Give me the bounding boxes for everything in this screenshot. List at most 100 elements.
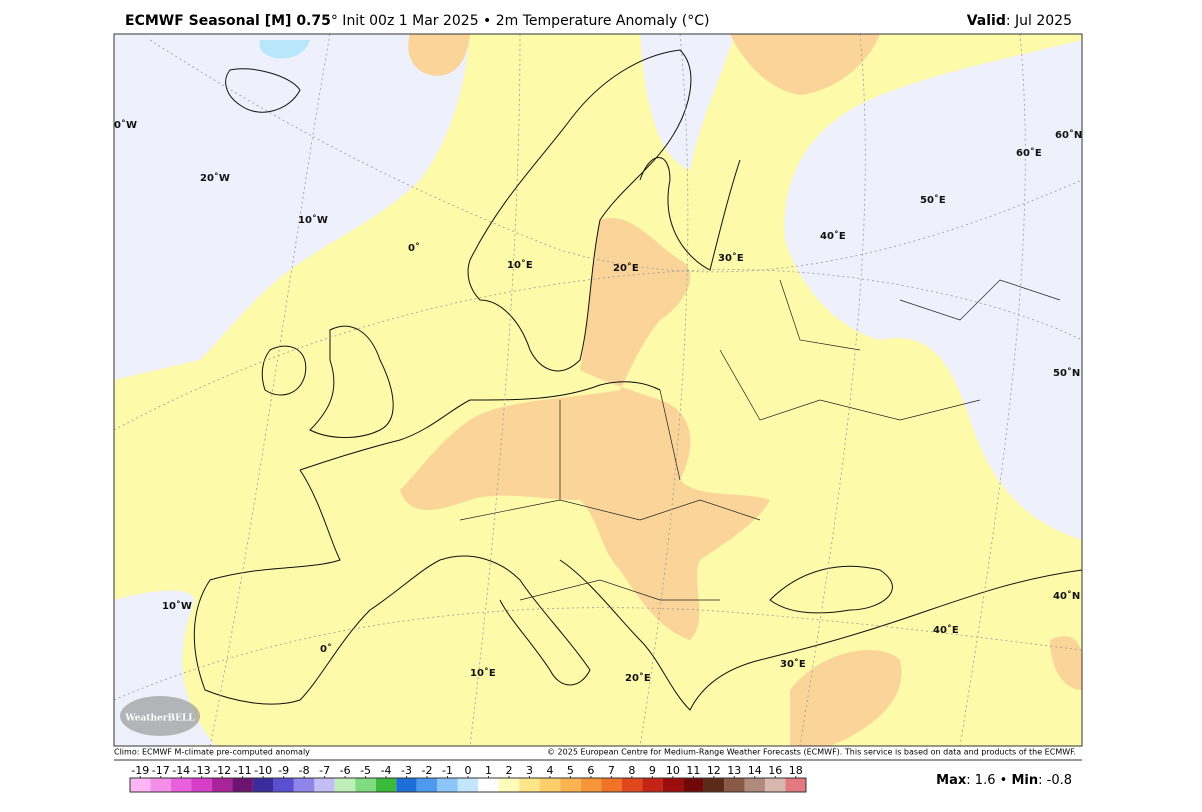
title: ECMWF Seasonal [M] 0.75° Init 00z 1 Mar … xyxy=(125,13,709,29)
colorbar-tick-label: -11 xyxy=(234,764,252,777)
colorbar-tick-label: 0 xyxy=(465,764,472,777)
colorbar-tick-label: -8 xyxy=(299,764,310,777)
copyright: © 2025 European Centre for Medium-Range … xyxy=(547,748,1076,757)
color-swatch xyxy=(232,778,253,792)
color-swatch xyxy=(703,778,725,792)
color-swatch xyxy=(478,778,499,792)
graticule-label: 0˚ xyxy=(408,242,420,254)
colorbar-tick-label: -14 xyxy=(172,764,190,777)
colorbar-tick-label: -13 xyxy=(193,764,211,777)
color-swatch xyxy=(273,778,294,792)
colorbar-tick-label: -7 xyxy=(319,764,330,777)
min-label: Min xyxy=(1011,773,1038,788)
color-swatch xyxy=(601,778,622,792)
colorbar-tick-label: 11 xyxy=(686,764,700,777)
cool-region xyxy=(784,40,1082,540)
logo-mark xyxy=(120,696,200,736)
colorbar-tick-label: -12 xyxy=(213,764,231,777)
valid-value: : Jul 2025 xyxy=(1006,13,1072,29)
map-frame xyxy=(113,33,1083,747)
color-swatch xyxy=(683,778,704,792)
graticule-label: 40˚E xyxy=(820,230,846,242)
colorbar-tick-label: -4 xyxy=(381,764,392,777)
color-swatch xyxy=(437,778,458,792)
coastline xyxy=(309,325,394,438)
graticule-label: 50˚E xyxy=(920,194,946,206)
color-swatch xyxy=(519,778,540,792)
color-swatch xyxy=(130,778,151,792)
colorbar-tick-label: -17 xyxy=(152,764,170,777)
color-swatch xyxy=(621,778,643,792)
graticule-label: 20˚W xyxy=(200,172,230,184)
map: 0˚W 20˚W 10˚W 0˚ 10˚E 20˚E 30˚E 40˚E 50˚E 60˚E 60˚… xyxy=(113,33,1083,747)
graticule-labels: 0˚W 20˚W 10˚W 0˚ 10˚E 20˚E 30˚E 40˚E 50˚E 60˚E 60˚… xyxy=(114,119,1082,684)
colorbar-tick-label: 6 xyxy=(587,764,594,777)
graticule-label: 10˚E xyxy=(470,667,496,679)
max-value: 1.6 xyxy=(975,773,996,788)
valid: Valid: Jul 2025 xyxy=(967,13,1072,29)
title-bold: ECMWF Seasonal [M] 0.75 xyxy=(125,13,331,29)
colorbar-tick-label: -1 xyxy=(442,764,453,777)
color-swatch xyxy=(785,778,806,792)
warm-region xyxy=(400,218,770,640)
color-swatch xyxy=(355,778,376,792)
colorbar-tick-label: -3 xyxy=(401,764,412,777)
color-swatch xyxy=(580,778,602,792)
color-swatch xyxy=(560,778,581,792)
coastline xyxy=(261,345,307,396)
colorbar-tick-label: -5 xyxy=(360,764,371,777)
graticule-label: 60˚E xyxy=(1016,147,1042,159)
color-swatch xyxy=(150,778,171,792)
color-swatch xyxy=(396,778,417,792)
warm-region xyxy=(1050,636,1082,690)
warm-region xyxy=(114,360,250,600)
graticule-label: 10˚W xyxy=(162,600,192,612)
title-rest: ° Init 00z 1 Mar 2025 • 2m Temperature A… xyxy=(331,13,710,29)
color-swatch xyxy=(416,778,438,792)
color-swatch xyxy=(744,778,766,792)
coastline xyxy=(225,68,301,113)
colorbar-tick-label: -19 xyxy=(131,764,149,777)
separator: • xyxy=(1000,773,1008,788)
graticule-label: 10˚E xyxy=(507,259,533,271)
climo-note: Climo: ECMWF M-climate pre-computed anom… xyxy=(114,748,310,757)
graticule-label: 40˚E xyxy=(933,624,959,636)
coastline xyxy=(439,555,591,686)
border xyxy=(459,279,1061,601)
warm-region xyxy=(730,34,880,95)
color-swatch xyxy=(293,778,315,792)
colon: : xyxy=(966,773,970,788)
coastline xyxy=(467,49,692,372)
color-swatch xyxy=(765,778,786,792)
graticule-label: 0˚ xyxy=(320,643,332,655)
warm-region xyxy=(408,34,470,76)
color-swatch xyxy=(252,778,274,792)
colorbar-tick-label: 13 xyxy=(727,764,741,777)
colorbar-tick-label: -6 xyxy=(340,764,351,777)
color-swatch xyxy=(314,778,335,792)
coastline xyxy=(639,157,741,271)
graticule-label: 20˚E xyxy=(625,672,651,684)
colorbar-tick-label: 12 xyxy=(707,764,721,777)
warm-region xyxy=(790,650,902,746)
valid-label: Valid xyxy=(967,13,1006,29)
graticule-label: 60˚N xyxy=(1055,129,1082,141)
graticule-label: 30˚E xyxy=(718,252,744,264)
colon: : xyxy=(1038,773,1042,788)
coastline xyxy=(193,469,441,705)
colorbar-tick-label: -9 xyxy=(278,764,289,777)
colorbar-tick-label: 7 xyxy=(608,764,615,777)
color-swatch xyxy=(191,778,212,792)
graticule-label: 30˚E xyxy=(780,658,806,670)
stats: Max: 1.6 • Min: -0.8 xyxy=(936,773,1072,788)
graticule-label: 20˚E xyxy=(613,262,639,274)
coastline xyxy=(299,381,661,471)
graticule-label: 10˚W xyxy=(298,214,328,226)
colorbar: -19 -17 -14 -13 -12 -11 -10 -9 -8 -7 -6 -5 -4 -3 -2 -1 0… xyxy=(129,764,807,793)
colorbar-tick-label: -2 xyxy=(422,764,433,777)
max-label: Max xyxy=(936,773,967,788)
graticule-label: 50˚N xyxy=(1053,367,1080,379)
logo: WeatherBELL xyxy=(124,714,195,724)
colorbar-tick-label: 1 xyxy=(485,764,492,777)
